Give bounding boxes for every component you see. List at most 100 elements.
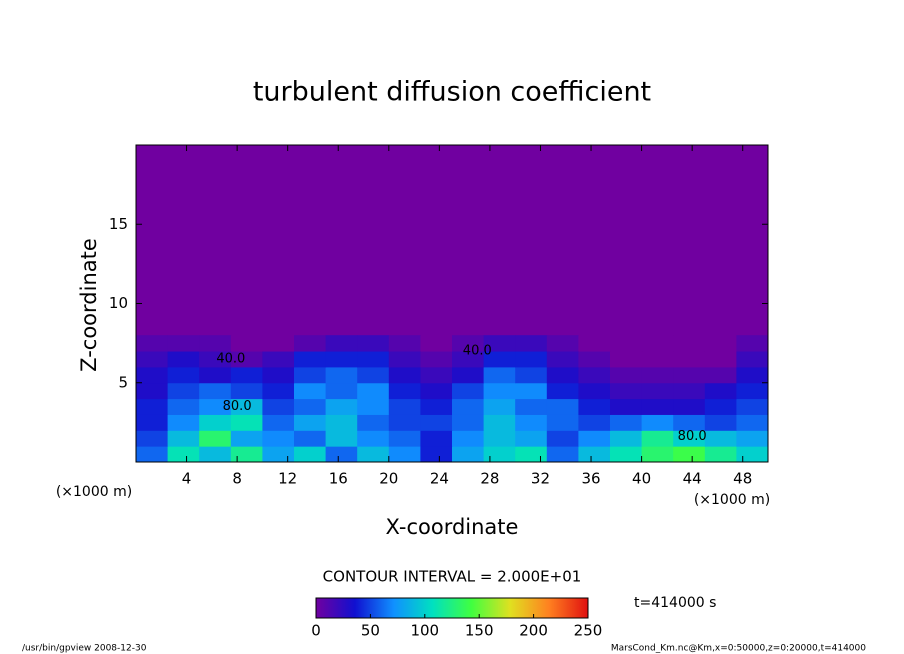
field-cell <box>673 446 706 463</box>
field-cell <box>230 398 263 415</box>
field-cell <box>420 446 453 463</box>
field-cell <box>294 446 327 463</box>
field-cell <box>357 351 390 368</box>
x-tick-label: 8 <box>232 470 242 488</box>
field-cell <box>325 430 358 447</box>
field-cell <box>262 398 295 415</box>
field-cell <box>230 366 263 384</box>
footer-left: /usr/bin/gpview 2008-12-30 <box>22 644 147 654</box>
field-cell <box>357 414 390 431</box>
field-cell <box>167 398 200 415</box>
field-cell <box>515 335 548 352</box>
field-cell <box>641 366 674 384</box>
field-cell <box>199 351 232 368</box>
field-cell <box>736 398 769 415</box>
field-cell <box>673 414 706 431</box>
field-cell <box>610 382 643 400</box>
colorbar-tick-label: 50 <box>361 622 380 640</box>
field-cell <box>136 335 169 352</box>
y-tick-label: 5 <box>118 373 128 391</box>
field-cell <box>673 382 706 400</box>
field-cell <box>483 382 516 400</box>
field-cell <box>420 382 453 400</box>
field-cell <box>388 414 421 431</box>
field-cell <box>167 366 200 384</box>
field-cell <box>515 382 548 400</box>
field-cell <box>610 430 643 447</box>
field-cell <box>167 351 200 368</box>
field-cell <box>388 430 421 447</box>
field-cell <box>388 382 421 400</box>
field-cell <box>546 414 579 431</box>
field-cell <box>388 446 421 463</box>
field-cell <box>420 351 453 368</box>
x-tick-label: 12 <box>278 470 297 488</box>
contour-label: 40.0 <box>463 344 492 359</box>
field-cell <box>515 351 548 368</box>
field-cell <box>452 446 485 463</box>
field-cell <box>262 446 295 463</box>
field-cell <box>136 446 169 463</box>
field-cell <box>420 366 453 384</box>
x-tick-label: 20 <box>379 470 398 488</box>
x-tick-label: 32 <box>531 470 550 488</box>
field-cell <box>483 366 516 384</box>
field-cell <box>578 446 611 463</box>
field-cell <box>388 398 421 415</box>
field-cell <box>641 351 674 368</box>
field-cell <box>136 430 169 447</box>
field-cell <box>325 351 358 368</box>
field-cell <box>483 398 516 415</box>
field-cell <box>167 430 200 447</box>
field-cell <box>578 335 611 352</box>
field-cell <box>704 382 737 400</box>
field-cell <box>420 398 453 415</box>
field-cell <box>578 366 611 384</box>
field-cell <box>704 430 737 447</box>
field-cell <box>388 351 421 368</box>
field-cell <box>199 446 232 463</box>
field-cell <box>673 335 706 352</box>
field-cell <box>262 382 295 400</box>
field-cell <box>388 335 421 352</box>
field-cell <box>578 351 611 368</box>
y-axis-label: Z-coordinate <box>77 238 101 372</box>
field-cell <box>546 335 579 352</box>
field-cell <box>294 366 327 384</box>
field-cell <box>294 335 327 352</box>
y-tick-label: 15 <box>109 215 128 233</box>
y-unit: (×1000 m) <box>56 484 132 500</box>
field-cell <box>357 335 390 352</box>
field-cell <box>167 446 200 463</box>
colorbar-tick-label: 150 <box>465 622 494 640</box>
field-cell <box>262 430 295 447</box>
field-cell <box>578 414 611 431</box>
field-cell <box>515 366 548 384</box>
field-cell <box>136 398 169 415</box>
field-cell <box>641 414 674 431</box>
field-cell <box>515 446 548 463</box>
field-cell <box>673 398 706 415</box>
field-cell <box>452 414 485 431</box>
x-tick-label: 16 <box>329 470 348 488</box>
contour-label: 40.0 <box>216 351 245 366</box>
field-cell <box>199 414 232 431</box>
field-cell <box>294 430 327 447</box>
field-cell <box>704 446 737 463</box>
x-tick-label: 24 <box>430 470 449 488</box>
field-cell <box>673 430 706 447</box>
colorbar-tick-label: 200 <box>519 622 548 640</box>
field-cell <box>515 430 548 447</box>
field-cell <box>736 335 769 352</box>
field-cell <box>357 366 390 384</box>
field-cell <box>262 351 295 368</box>
field-cell <box>136 366 169 384</box>
colorbar <box>315 597 589 619</box>
field-cell <box>610 398 643 415</box>
field-cell <box>230 351 263 368</box>
field-cell <box>199 382 232 400</box>
field-cell <box>578 382 611 400</box>
contour-label: 80.0 <box>223 399 252 414</box>
field-cell <box>673 351 706 368</box>
field-cell <box>325 335 358 352</box>
